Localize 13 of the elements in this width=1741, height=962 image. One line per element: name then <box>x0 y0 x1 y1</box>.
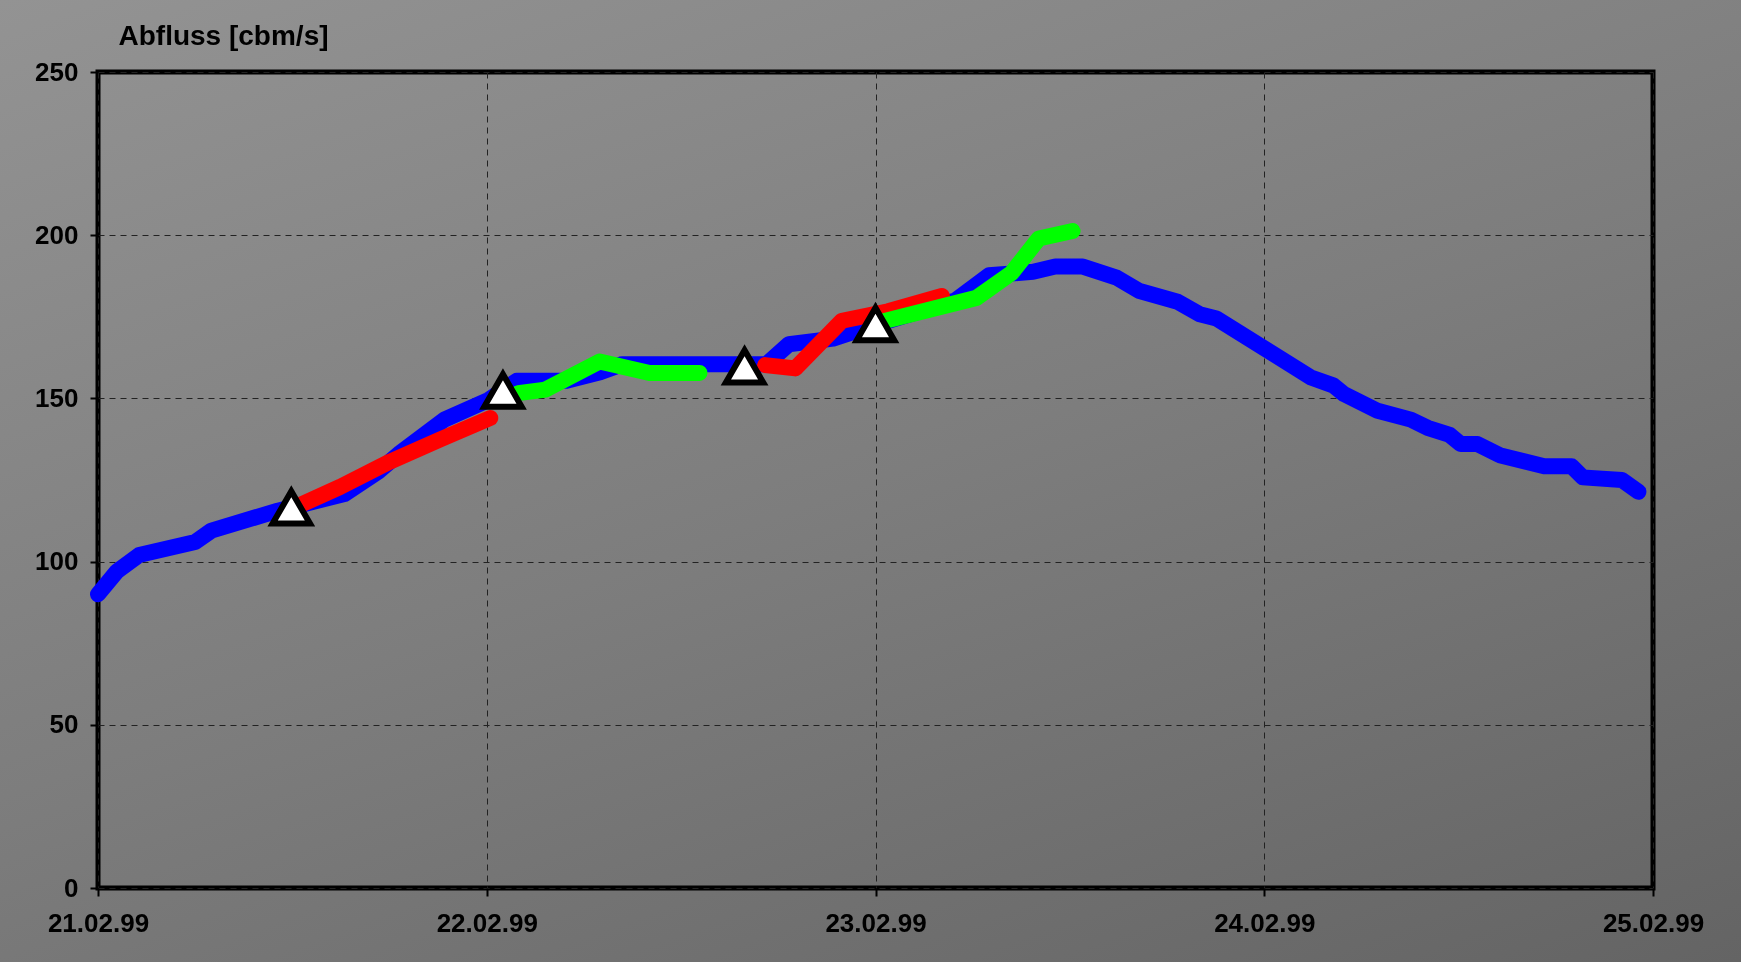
x-tick-label: 21.02.99 <box>47 907 150 938</box>
y-tick-label: 100 <box>35 546 79 577</box>
point <box>851 302 900 344</box>
y-tick-label: 200 <box>35 219 79 250</box>
x-tick-label: 22.02.99 <box>436 907 538 938</box>
y-axis-title: Abfluss [cbm/s] <box>118 19 329 51</box>
x-tick-label: 24.02.99 <box>1214 907 1316 938</box>
y-tick-label: 50 <box>49 709 79 740</box>
y-tick-label: 0 <box>64 872 79 903</box>
x-tick-label: 25.02.99 <box>1602 907 1705 938</box>
y-tick-label: 150 <box>35 382 79 413</box>
x-tick-label: 23.02.99 <box>825 907 927 938</box>
y-tick-label: 250 <box>35 56 79 87</box>
